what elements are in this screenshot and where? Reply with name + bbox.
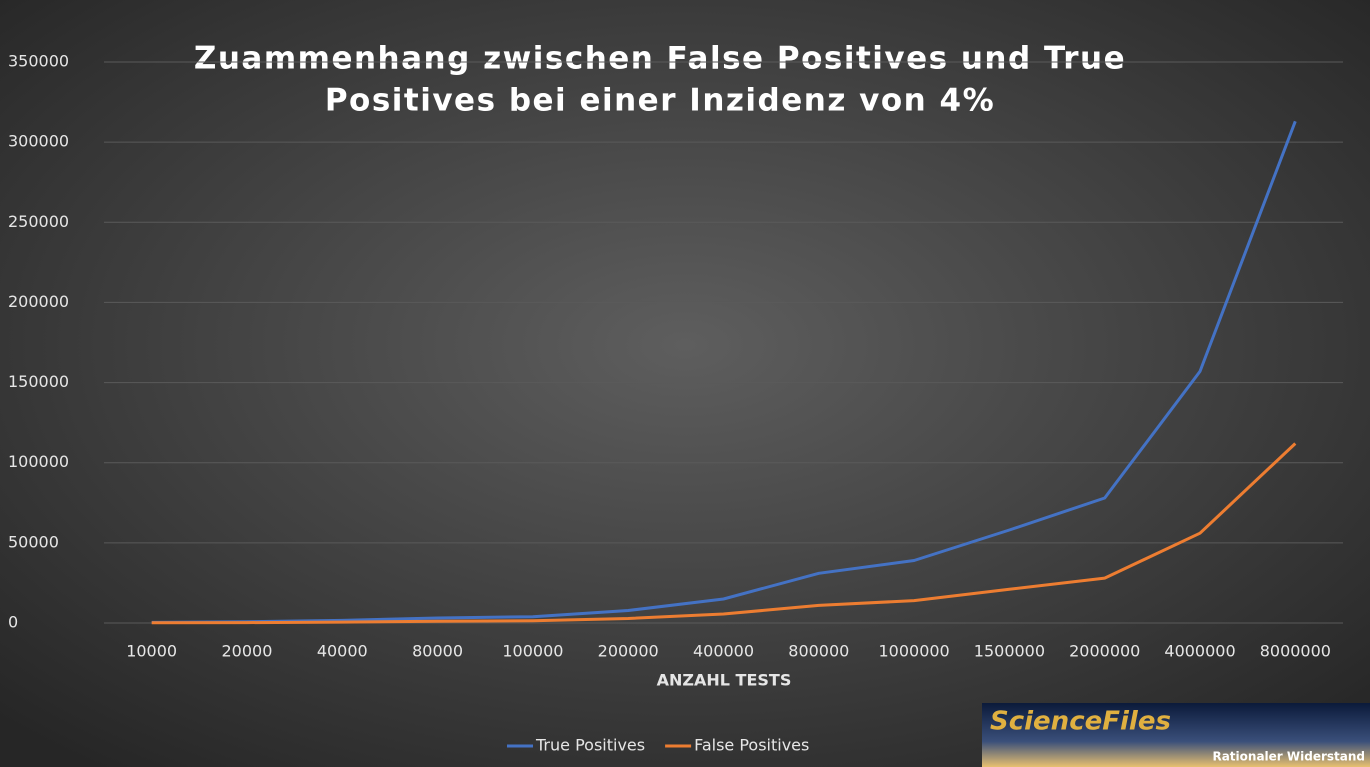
chart-title: Positives bei einer Inzidenz von 4% [325,83,995,119]
chart-title: Zuammenhang zwischen False Positives und… [194,41,1126,77]
x-tick-label: 10000 [126,642,177,661]
legend-label: False Positives [694,736,809,755]
watermark: ScienceFiles Rationaler Widerstand [982,703,1370,767]
watermark-subtitle: Rationaler Widerstand [1212,750,1365,764]
x-tick-label: 2000000 [1069,642,1140,661]
x-tick-label: 8000000 [1260,642,1331,661]
x-tick-label: 80000 [412,642,463,661]
y-tick-label: 350000 [8,52,69,71]
x-tick-label: 4000000 [1164,642,1235,661]
x-tick-label: 20000 [222,642,273,661]
x-tick-label: 100000 [502,642,563,661]
x-tick-label: 40000 [317,642,368,661]
watermark-title: ScienceFiles [990,707,1171,737]
x-tick-label: 200000 [598,642,659,661]
x-tick-label: 400000 [693,642,754,661]
x-tick-label: 800000 [788,642,849,661]
y-tick-label: 250000 [8,212,69,231]
x-tick-label: 1500000 [974,642,1045,661]
chart: Zuammenhang zwischen False Positives und… [0,0,1370,767]
y-tick-label: 150000 [8,372,69,391]
y-tick-label: 0 [8,613,18,632]
legend-label: True Positives [535,736,645,755]
y-tick-label: 50000 [8,532,59,551]
x-tick-label: 1000000 [878,642,949,661]
y-tick-label: 100000 [8,452,69,471]
y-tick-label: 200000 [8,292,69,311]
x-axis-label: ANZAHL TESTS [657,671,792,690]
y-tick-label: 300000 [8,132,69,151]
